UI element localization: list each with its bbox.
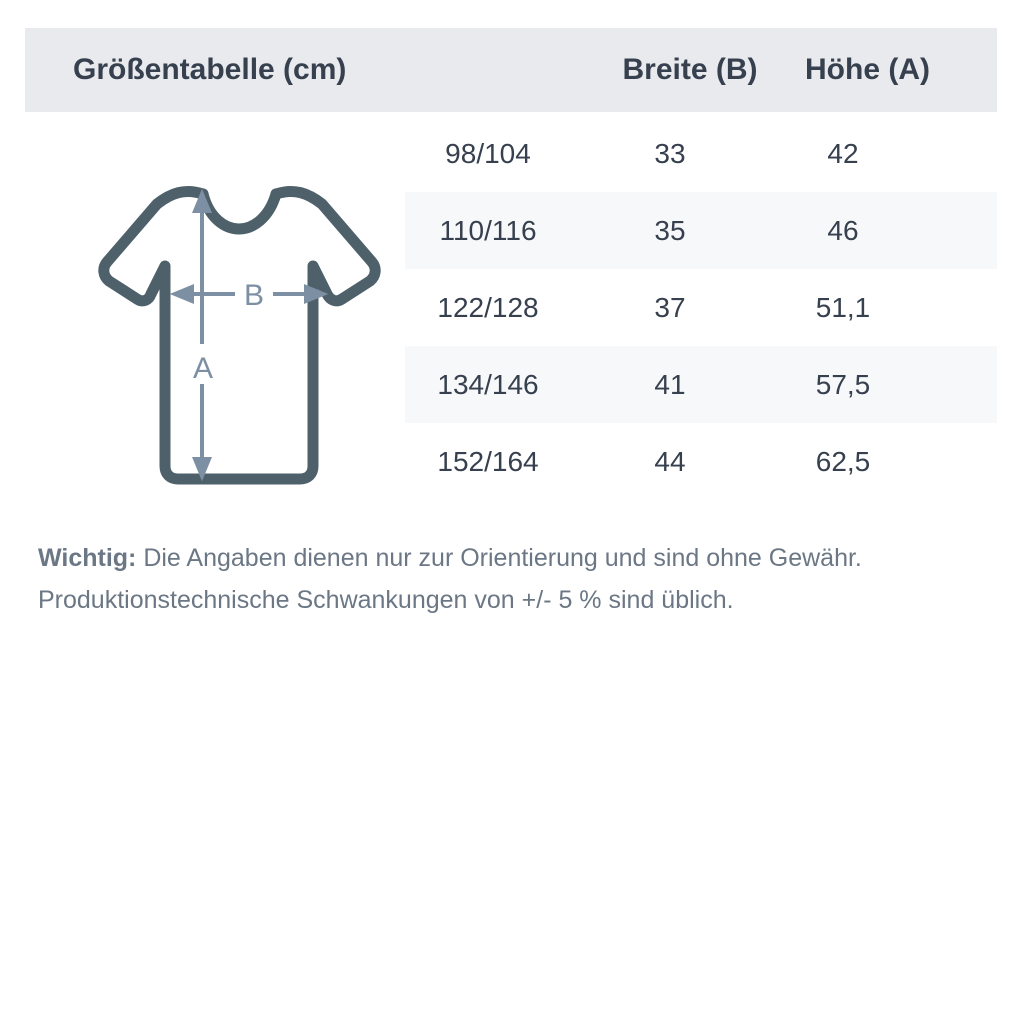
table-header-band: Größentabelle (cm) Breite (B) Höhe (A)	[25, 28, 997, 112]
footnote-disclaimer: Wichtig: Die Angaben dienen nur zur Orie…	[38, 537, 998, 621]
cell-size: 110/116	[439, 215, 537, 246]
width-label: B	[244, 279, 264, 312]
tshirt-measurement-diagram: B A	[85, 166, 425, 506]
cell-width: 35	[654, 215, 686, 246]
cell-size: 98/104	[445, 138, 531, 169]
width-arrow-left	[169, 284, 194, 304]
table-row: 152/164 44 62,5	[405, 423, 997, 500]
height-arrow-bottom	[192, 457, 212, 482]
cell-height: 42	[827, 138, 859, 169]
table-row: 98/104 33 42	[405, 115, 997, 192]
cell-height: 57,5	[815, 369, 871, 400]
height-label: A	[193, 352, 213, 385]
tshirt-outline-icon	[98, 185, 381, 485]
cell-size: 152/164	[437, 446, 539, 477]
cell-width: 41	[654, 369, 686, 400]
cell-size: 134/146	[437, 369, 539, 400]
table-row: 110/116 35 46	[405, 192, 997, 269]
width-label-backdrop	[235, 276, 273, 312]
size-table-body: 98/104 33 42 110/116 35 46 122/128 37 51…	[405, 115, 997, 500]
cell-width: 37	[654, 292, 686, 323]
column-header-height: Höhe (A)	[805, 53, 930, 86]
cell-width: 44	[654, 446, 686, 477]
cell-height: 46	[827, 215, 859, 246]
cell-size: 122/128	[437, 292, 539, 323]
cell-width: 33	[654, 138, 686, 169]
height-arrow-top	[192, 188, 212, 213]
table-row: 134/146 41 57,5	[405, 346, 997, 423]
cell-height: 62,5	[815, 446, 871, 477]
width-arrow-right	[304, 284, 329, 304]
page-title: Größentabelle (cm)	[73, 53, 347, 86]
footnote-line-2: Produktionstechnische Schwankungen von +…	[38, 586, 734, 614]
height-label-backdrop	[185, 344, 221, 384]
dimension-arrows	[169, 188, 329, 482]
table-row: 122/128 37 51,1	[405, 269, 997, 346]
footnote-line-1: Die Angaben dienen nur zur Orientierung …	[136, 544, 862, 572]
footnote-strong-label: Wichtig:	[38, 544, 137, 572]
cell-height: 51,1	[815, 292, 871, 323]
size-chart: Größentabelle (cm) Breite (B) Höhe (A) 9…	[0, 0, 1024, 500]
column-header-width: Breite (B)	[622, 53, 758, 86]
